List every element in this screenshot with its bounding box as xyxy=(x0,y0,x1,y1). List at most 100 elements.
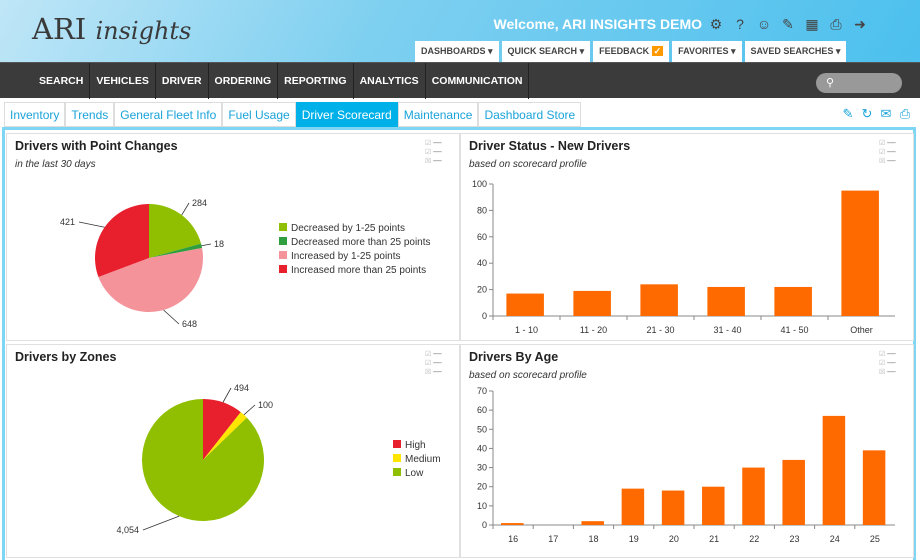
nav-driver[interactable]: DRIVER xyxy=(156,63,209,99)
y-tick-label: 60 xyxy=(477,232,487,242)
edit-icon[interactable]: ✎ xyxy=(842,106,854,121)
bar[interactable] xyxy=(774,286,812,316)
bar[interactable] xyxy=(640,284,678,316)
chart-svg: 284 18 648 421 Decreased by 1-25 points Decre… xyxy=(60,198,431,329)
legend-swatch xyxy=(393,440,401,448)
legend-label[interactable]: Low xyxy=(405,468,424,479)
tab-bar: Inventory Trends General Fleet Info Fuel… xyxy=(4,102,582,127)
menu-feedback[interactable]: FEEDBACK ✓ xyxy=(593,41,670,62)
print-icon[interactable]: ⎙ xyxy=(830,16,842,32)
legend-label[interactable]: High xyxy=(405,440,426,451)
bar[interactable] xyxy=(822,415,846,525)
pie-slice[interactable] xyxy=(203,399,241,460)
y-tick-label: 0 xyxy=(482,311,487,321)
x-tick-label: 11 - 20 xyxy=(580,325,607,335)
label-connector xyxy=(163,309,180,325)
x-tick-label: 19 xyxy=(629,534,639,544)
y-tick-label: 70 xyxy=(477,386,487,396)
x-tick-label: 22 xyxy=(749,534,759,544)
label-connector xyxy=(201,243,212,247)
menu-saved-searches[interactable]: SAVED SEARCHES ▾ xyxy=(744,41,847,62)
pie-slice[interactable] xyxy=(98,247,203,312)
chart-title: Drivers with Point Changes xyxy=(15,139,178,153)
calendar-icon[interactable]: ▦ xyxy=(805,16,819,32)
legend-label[interactable]: Medium xyxy=(405,454,441,465)
bar[interactable] xyxy=(573,290,611,316)
chart-options-icon[interactable]: ☑ ━━ ☑ ━━ ☒ ━━ xyxy=(879,351,896,376)
nav-communication[interactable]: COMMUNICATION xyxy=(426,63,530,99)
label-connector xyxy=(243,404,256,416)
menu-dashboards[interactable]: DASHBOARDS ▾ xyxy=(415,41,499,62)
nav-analytics[interactable]: ANALYTICS xyxy=(354,63,426,99)
pie-slice[interactable] xyxy=(149,243,203,258)
x-tick-label: 1 - 10 xyxy=(515,325,538,335)
pie-slice[interactable] xyxy=(203,412,247,460)
legend-swatch xyxy=(279,237,287,245)
tab-driver-scorecard[interactable]: Driver Scorecard xyxy=(295,102,398,127)
y-tick-label: 100 xyxy=(472,179,487,189)
tab-dashboard-store[interactable]: Dashboard Store xyxy=(478,102,582,127)
logout-icon[interactable]: ➜ xyxy=(854,16,866,32)
x-tick-label: 16 xyxy=(508,534,518,544)
pie-slice[interactable] xyxy=(149,204,202,258)
help-icon[interactable]: ? xyxy=(736,16,744,32)
x-tick-label: 41 - 50 xyxy=(780,325,808,335)
bar[interactable] xyxy=(702,486,725,525)
chart-subtitle: based on scorecard profile xyxy=(469,159,587,170)
tab-trends[interactable]: Trends xyxy=(65,102,115,127)
label-connector xyxy=(78,221,105,228)
announcement-icon[interactable]: ✎ xyxy=(782,16,794,32)
legend-swatch xyxy=(279,265,287,273)
search-input[interactable]: ⚲ xyxy=(816,73,902,93)
x-tick-label: 23 xyxy=(789,534,799,544)
nav-ordering[interactable]: ORDERING xyxy=(209,63,279,99)
chart-options-icon[interactable]: ☑ ━━ ☑ ━━ ☒ ━━ xyxy=(879,140,896,165)
bar[interactable] xyxy=(621,488,645,525)
nav-search[interactable]: SEARCH xyxy=(33,63,91,99)
support-icon[interactable]: ☺ xyxy=(756,16,772,32)
pie-slice[interactable] xyxy=(95,204,149,277)
bar[interactable] xyxy=(841,190,879,316)
gear-icon[interactable]: ⚙ xyxy=(709,16,723,32)
bar[interactable] xyxy=(707,286,745,316)
legend-label[interactable]: Decreased by 1-25 points xyxy=(291,223,405,234)
refresh-icon[interactable]: ↻ xyxy=(861,106,873,121)
bar[interactable] xyxy=(661,490,685,525)
bar[interactable] xyxy=(506,293,544,316)
x-tick-label: 25 xyxy=(870,534,880,544)
chart-svg: 494 100 4,054 High Medium Low xyxy=(116,383,441,535)
legend-swatch xyxy=(393,468,401,476)
bar[interactable] xyxy=(581,521,604,525)
x-tick-label: 24 xyxy=(830,534,840,544)
menu-quick-search[interactable]: QUICK SEARCH ▾ xyxy=(501,41,591,62)
x-tick-label: 21 xyxy=(709,534,719,544)
menu-favorites[interactable]: FAVORITES ▾ xyxy=(672,41,742,62)
bar[interactable] xyxy=(782,459,805,525)
tab-inventory[interactable]: Inventory xyxy=(4,102,66,127)
data-label: 18 xyxy=(214,239,224,249)
tab-fuel-usage[interactable]: Fuel Usage xyxy=(222,102,296,127)
pie-slice[interactable] xyxy=(142,399,264,521)
chart-title: Driver Status - New Drivers xyxy=(469,139,631,153)
data-label: 284 xyxy=(192,198,207,208)
logo[interactable]: ARI insights xyxy=(32,12,192,46)
legend-label[interactable]: Increased more than 25 points xyxy=(291,265,426,276)
tab-maintenance[interactable]: Maintenance xyxy=(397,102,479,127)
chart-options-icon[interactable]: ☑ ━━ ☑ ━━ ☒ ━━ xyxy=(425,140,442,165)
comment-icon[interactable]: ✉ xyxy=(880,106,892,121)
chart-title: Drivers by Zones xyxy=(15,350,117,364)
legend-label[interactable]: Increased by 1-25 points xyxy=(291,251,401,262)
welcome-text: Welcome, ARI INSIGHTS DEMO xyxy=(493,16,702,32)
y-tick-label: 10 xyxy=(477,501,487,511)
bar[interactable] xyxy=(501,523,524,525)
pdf-icon[interactable]: ⎙ xyxy=(899,106,911,121)
bar[interactable] xyxy=(862,450,886,525)
x-tick-label: 21 - 30 xyxy=(646,325,674,335)
nav-reporting[interactable]: REPORTING xyxy=(278,63,354,99)
tab-general-fleet-info[interactable]: General Fleet Info xyxy=(114,102,223,127)
nav-vehicles[interactable]: VEHICLES xyxy=(90,63,156,99)
legend-label[interactable]: Decreased more than 25 points xyxy=(291,237,431,248)
chart-options-icon[interactable]: ☑ ━━ ☑ ━━ ☒ ━━ xyxy=(425,351,442,376)
y-tick-label: 0 xyxy=(482,520,487,530)
bar[interactable] xyxy=(742,467,765,525)
